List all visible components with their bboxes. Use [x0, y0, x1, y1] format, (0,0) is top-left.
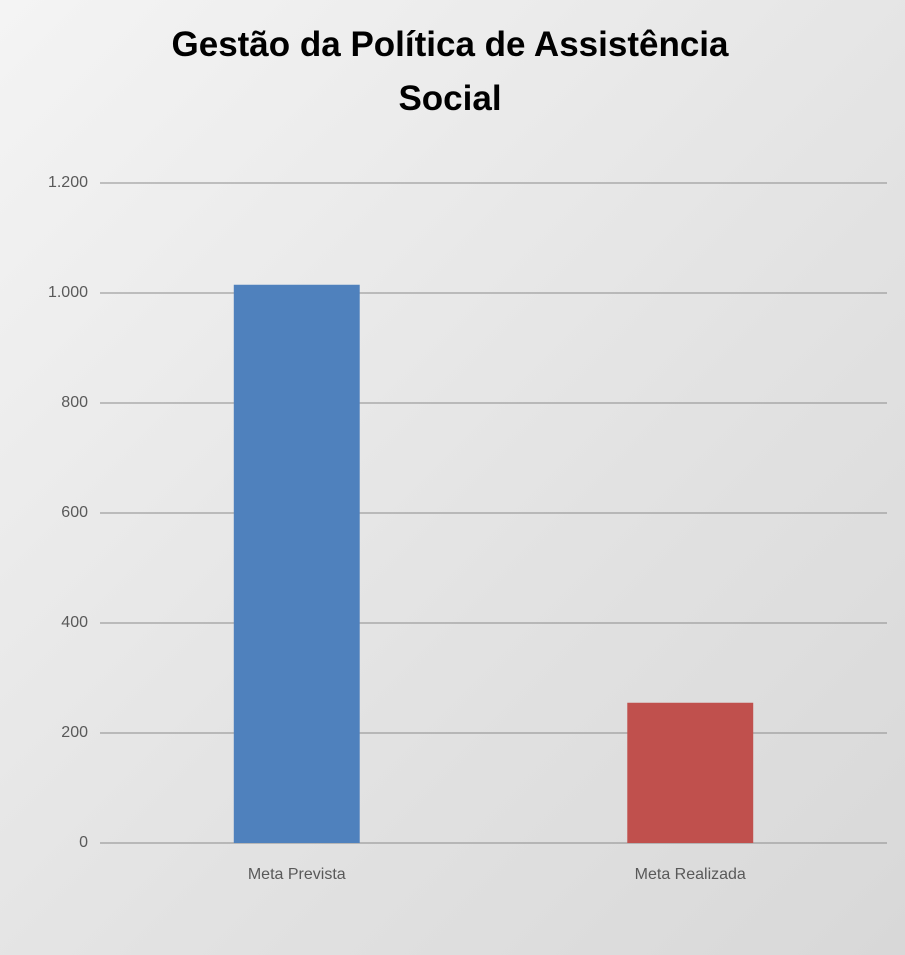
- y-tick-label: 800: [61, 394, 88, 411]
- x-tick-label: Meta Prevista: [248, 866, 346, 883]
- y-tick-label: 400: [61, 614, 88, 631]
- bar: [233, 284, 360, 843]
- y-tick-label: 1.200: [48, 174, 88, 191]
- chart-title: Gestão da Política de Assistência Social: [171, 25, 729, 118]
- x-tick-label: Meta Realizada: [635, 866, 746, 883]
- bar: [627, 702, 754, 843]
- y-tick-label: 1.000: [48, 284, 88, 301]
- y-tick-label: 0: [79, 834, 88, 851]
- y-tick-label: 600: [61, 504, 88, 521]
- y-tick-label: 200: [61, 724, 88, 741]
